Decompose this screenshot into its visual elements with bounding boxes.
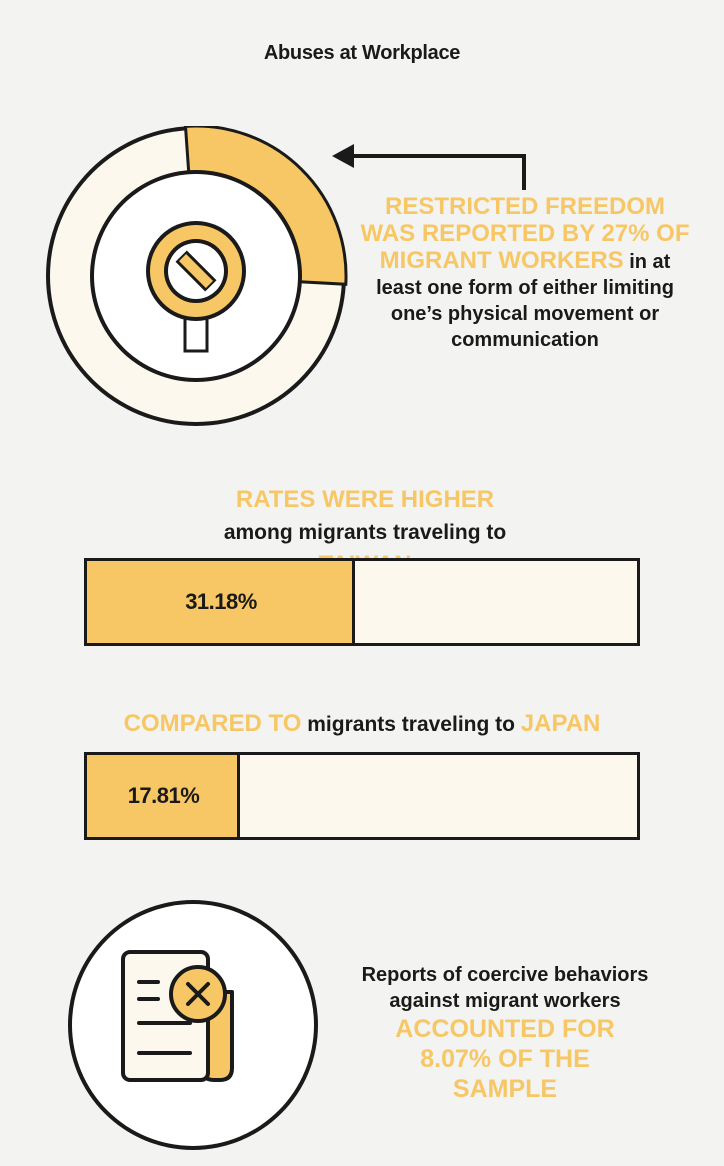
arrow-left-icon — [332, 144, 526, 190]
taiwan-bar: 31.18% — [84, 558, 640, 646]
restricted-freedom-text: in at least one form of either limiting … — [376, 251, 674, 351]
japan-heading-highlight: COMPARED TO — [123, 710, 302, 737]
japan-bar-fill — [87, 755, 240, 837]
prohibited-icon — [146, 221, 246, 353]
coercive-behaviors-highlight: ACCOUNTED FOR 8.07% OF THE SAMPLE — [395, 1015, 615, 1103]
coercive-behaviors-stat: Reports of coercive behaviors against mi… — [310, 962, 700, 1104]
taiwan-heading-text: among migrants traveling to — [223, 521, 507, 544]
donut-chart — [46, 126, 348, 426]
restricted-freedom-highlight: RESTRICTED FREEDOM WAS REPORTED BY 27% O… — [360, 193, 690, 274]
taiwan-bar-fill — [87, 561, 355, 643]
restricted-freedom-stat: RESTRICTED FREEDOM WAS REPORTED BY 27% O… — [360, 194, 690, 353]
page-title: Abuses at Workplace — [263, 42, 461, 64]
taiwan-bar-value: 31.18% — [185, 589, 257, 614]
japan-bar-value: 17.81% — [127, 783, 200, 808]
japan-heading-country: JAPAN — [520, 710, 601, 737]
taiwan-heading-highlight: RATES WERE HIGHER — [235, 486, 495, 513]
japan-heading-text: migrants traveling to — [301, 713, 521, 736]
taiwan-heading: RATES WERE HIGHER among migrants traveli… — [215, 484, 515, 582]
japan-heading: COMPARED TO migrants traveling to JAPAN — [0, 708, 724, 741]
coercive-behaviors-text: Reports of coercive behaviors against mi… — [361, 964, 649, 1012]
japan-bar: 17.81% — [84, 752, 640, 840]
document-cancel-icon — [68, 900, 318, 1150]
